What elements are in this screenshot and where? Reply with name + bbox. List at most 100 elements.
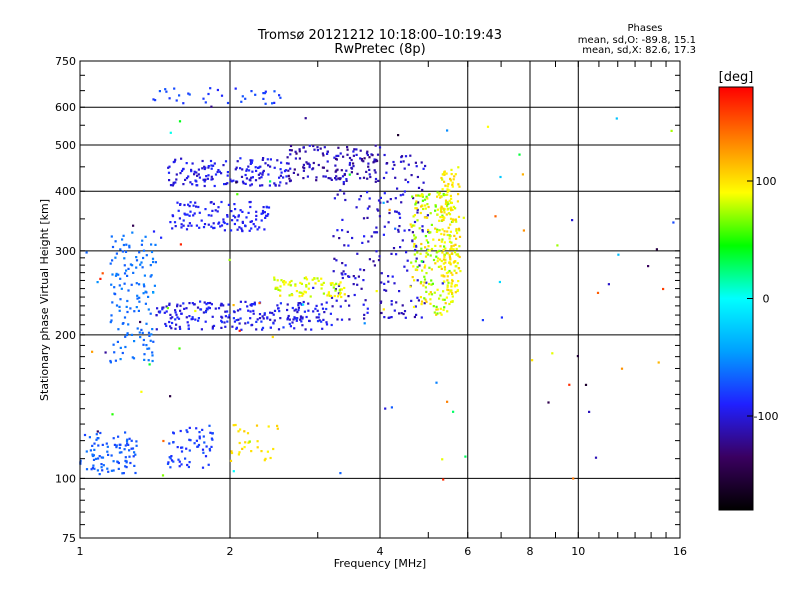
scatter-point [294,284,297,287]
scatter-point [294,157,297,160]
scatter-point [169,395,172,398]
scatter-point [420,205,423,208]
scatter-point [444,247,447,250]
scatter-point [187,327,190,330]
scatter-point [263,92,267,95]
scatter-point [204,178,207,181]
scatter-point [456,262,459,265]
scatter-point [359,149,362,152]
scatter-point [312,144,315,148]
scatter-point [249,303,252,306]
scatter-point [330,283,333,286]
scatter-point [202,451,205,454]
scatter-point [403,265,406,268]
scatter-point [171,227,174,230]
scatter-point [180,450,184,453]
scatter-point [441,282,444,285]
scatter-point [376,208,379,211]
scatter-point [413,253,416,256]
scatter-point [443,268,447,271]
scatter-point [237,453,240,456]
scatter-point [267,173,270,176]
scatter-point [178,120,182,123]
scatter-point [344,273,347,276]
scatter-point [300,291,303,294]
scatter-point [299,302,302,305]
scatter-point [383,192,386,195]
scatter-point [276,279,279,282]
scatter-point [125,269,128,272]
scatter-point [141,331,144,334]
scatter-point [235,326,238,329]
scatter-point [336,318,339,321]
scatter-point [439,265,442,268]
scatter-point [385,171,388,174]
scatter-point [250,303,253,306]
scatter-point [278,184,281,187]
scatter-point [367,240,370,243]
scatter-point [360,159,364,162]
scatter-point [368,168,371,171]
scatter-point [300,303,303,306]
scatter-point [223,183,226,186]
scatter-point [233,222,236,226]
scatter-point [176,446,179,449]
colorbar-label: [deg] [719,70,754,85]
scatter-point [421,204,424,207]
scatter-point [162,306,165,309]
scatter-point [455,247,458,251]
scatter-point [113,443,116,446]
colorbar-tick-label: 0 [763,293,770,306]
scatter-point [367,162,370,165]
scatter-point [308,163,311,166]
scatter-point [341,229,344,232]
scatter-point [194,309,197,313]
scatter-point [232,424,235,427]
scatter-point [302,163,305,166]
scatter-point [258,313,262,316]
scatter-point [276,424,279,427]
scatter-point [346,148,349,151]
scatter-point [155,328,158,331]
scatter-point [245,168,248,171]
scatter-point [432,238,435,241]
scatter-point [335,178,338,181]
scatter-point [303,310,306,313]
scatter-point [210,214,213,217]
scatter-point [307,162,310,165]
scatter-point [255,169,258,172]
scatter-point [522,229,525,232]
scatter-point [446,190,449,193]
scatter-point [288,149,292,152]
scatter-point [422,181,425,184]
scatter-point [257,173,260,176]
scatter-point [426,203,429,206]
scatter-point [410,299,413,302]
scatter-point [455,253,458,256]
scatter-point [158,90,161,93]
scatter-cluster [409,191,454,316]
scatter-point [576,355,579,358]
scatter-point [362,303,365,306]
scatter-point [434,227,437,230]
scatter-point [152,260,155,264]
scatter-point [125,333,129,337]
scatter-point [185,307,188,310]
scatter-point [441,274,445,277]
scatter-point [293,168,296,171]
scatter-point [154,261,157,264]
scatter-point [116,340,119,343]
scatter-point [315,176,318,179]
scatter-point [382,176,386,180]
scatter-point [169,313,172,316]
scatter-point [410,261,413,264]
scatter-point [187,92,190,95]
scatter-point [335,154,338,157]
scatter-point [373,158,376,161]
scatter-point [369,175,372,179]
scatter-point [335,175,338,178]
scatter-point [442,194,446,197]
scatter-point [134,453,137,456]
scatter-point [451,273,454,276]
scatter-point [140,328,143,331]
